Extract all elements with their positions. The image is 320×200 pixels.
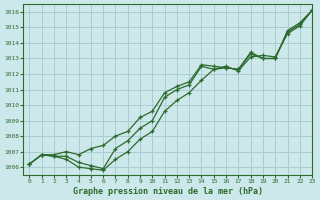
X-axis label: Graphe pression niveau de la mer (hPa): Graphe pression niveau de la mer (hPa) — [73, 187, 263, 196]
